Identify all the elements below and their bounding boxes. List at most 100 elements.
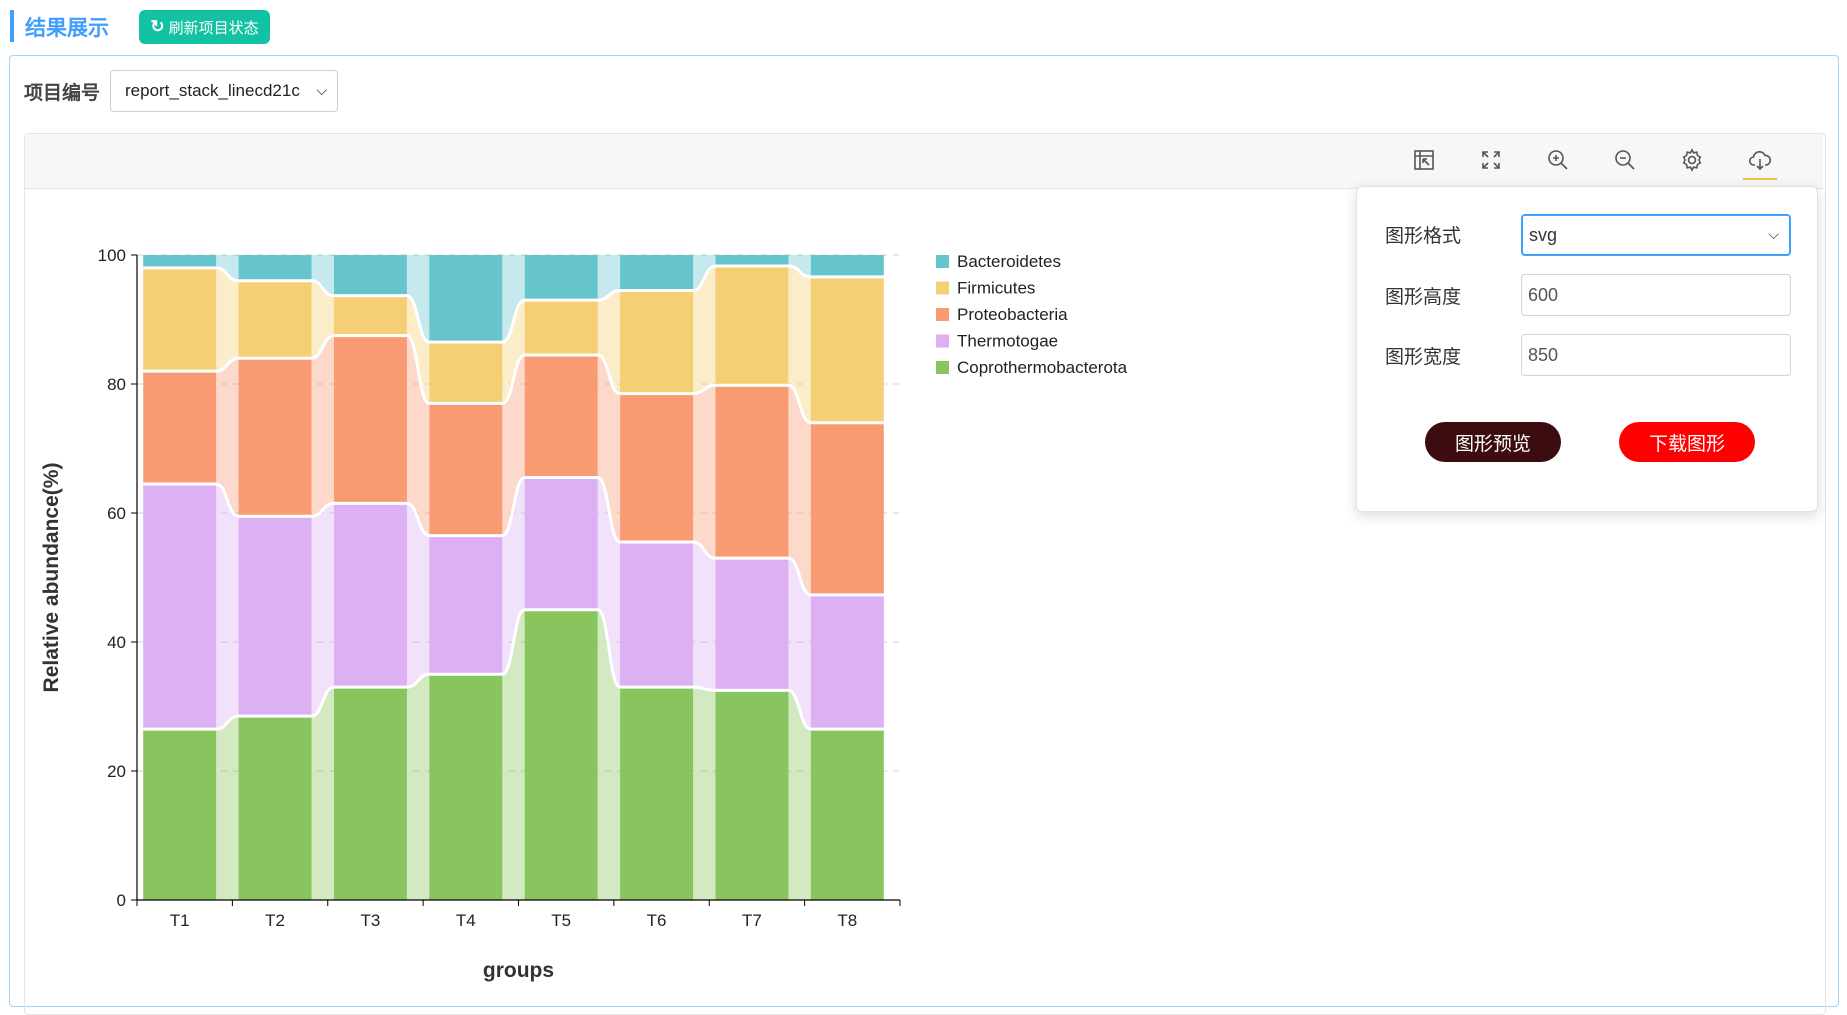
bar-segment bbox=[715, 690, 789, 900]
bar-segment bbox=[143, 267, 217, 372]
bar-segment bbox=[143, 371, 217, 484]
bar-segment bbox=[524, 300, 598, 355]
width-value: 850 bbox=[1528, 344, 1559, 365]
bar-segment bbox=[620, 290, 694, 394]
preview-button[interactable]: 图形预览 bbox=[1425, 422, 1561, 462]
bar-segment bbox=[620, 255, 694, 291]
bar-segment bbox=[810, 255, 884, 277]
x-tick-label: T6 bbox=[647, 911, 667, 930]
chevron-down-icon: ⌵ bbox=[1768, 226, 1779, 242]
cloud-download-icon[interactable] bbox=[1746, 146, 1774, 174]
export-popover: 图形格式 svg ⌵ 图形高度 600 图形宽度 850 图形预览 下载图形 bbox=[1356, 186, 1818, 512]
refresh-status-button[interactable]: ↻ 刷新项目状态 bbox=[139, 10, 270, 44]
bar-segment bbox=[333, 335, 407, 504]
zoom-out-icon[interactable] bbox=[1611, 146, 1639, 174]
fullscreen-icon[interactable] bbox=[1477, 146, 1505, 174]
bar-segment bbox=[429, 535, 503, 675]
legend-swatch bbox=[936, 281, 949, 295]
series-boundary-line bbox=[143, 264, 884, 344]
download-button[interactable]: 下载图形 bbox=[1619, 422, 1755, 462]
connector-band bbox=[216, 358, 239, 517]
y-tick-label: 100 bbox=[98, 246, 126, 265]
series-boundary-line bbox=[143, 476, 884, 597]
x-tick-label: T4 bbox=[456, 911, 476, 930]
refresh-icon: ↻ bbox=[150, 17, 165, 36]
bar-segment bbox=[620, 687, 694, 900]
format-label: 图形格式 bbox=[1385, 226, 1462, 247]
bar-segment bbox=[333, 295, 407, 336]
connector-band bbox=[693, 687, 716, 900]
legend-label: Coprothermobacterota bbox=[957, 358, 1128, 377]
chart-toolbar bbox=[25, 134, 1823, 189]
connector-band bbox=[311, 335, 334, 517]
y-tick-label: 40 bbox=[107, 633, 126, 652]
connector-band bbox=[788, 265, 811, 423]
result-panel bbox=[9, 55, 1839, 1007]
project-id-value: report_stack_linecd21c bbox=[125, 81, 300, 100]
format-select[interactable]: svg ⌵ bbox=[1521, 214, 1791, 256]
x-tick-label: T7 bbox=[742, 911, 762, 930]
connector-band bbox=[216, 267, 239, 372]
x-tick-label: T5 bbox=[551, 911, 571, 930]
bar-segment bbox=[715, 265, 789, 386]
refresh-status-label: 刷新项目状态 bbox=[168, 19, 259, 37]
legend-swatch bbox=[936, 334, 949, 348]
legend-label: Bacteroidetes bbox=[957, 252, 1061, 271]
bar-segment bbox=[238, 716, 312, 900]
width-input[interactable]: 850 bbox=[1521, 334, 1791, 376]
y-tick-label: 20 bbox=[107, 762, 126, 781]
connector-band bbox=[502, 255, 525, 343]
bar-segment bbox=[620, 542, 694, 688]
bar-segment bbox=[238, 280, 312, 359]
width-label: 图形宽度 bbox=[1385, 347, 1462, 368]
connector-band bbox=[406, 503, 430, 688]
x-tick-label: T3 bbox=[361, 911, 381, 930]
bar-segment bbox=[333, 687, 407, 900]
bar-segment bbox=[810, 594, 884, 730]
connector-band bbox=[311, 255, 334, 296]
connector-band bbox=[693, 255, 716, 291]
connector-band bbox=[788, 385, 811, 595]
format-value: svg bbox=[1529, 224, 1558, 245]
project-id-select[interactable]: report_stack_linecd21c ⌵ bbox=[110, 70, 338, 112]
bar-segment bbox=[143, 729, 217, 900]
page-title: 结果展示 bbox=[25, 17, 109, 40]
x-tick-label: T8 bbox=[837, 911, 857, 930]
bar-segment bbox=[524, 354, 598, 478]
bar-segment bbox=[524, 477, 598, 610]
connector-band bbox=[693, 265, 716, 394]
bar-segment bbox=[715, 558, 789, 691]
height-input[interactable]: 600 bbox=[1521, 274, 1791, 316]
bar-segment bbox=[810, 276, 884, 423]
bar-segment bbox=[524, 255, 598, 301]
series-boundary-line bbox=[143, 608, 884, 731]
legend-label: Proteobacteria bbox=[957, 305, 1068, 324]
bar-segment bbox=[429, 674, 503, 900]
bar-segment bbox=[238, 516, 312, 717]
connector-band bbox=[693, 385, 716, 559]
zoom-in-icon[interactable] bbox=[1544, 146, 1572, 174]
connector-band bbox=[311, 503, 334, 717]
active-tool-underline bbox=[1743, 178, 1777, 180]
legend-swatch bbox=[936, 361, 949, 374]
gear-icon[interactable] bbox=[1678, 146, 1706, 174]
bar-segment bbox=[620, 393, 694, 543]
bar-segment bbox=[429, 403, 503, 536]
connector-band bbox=[788, 558, 811, 730]
y-tick-label: 80 bbox=[107, 375, 126, 394]
bar-segment bbox=[143, 255, 217, 268]
restore-icon[interactable] bbox=[1410, 146, 1438, 174]
bar-segment bbox=[810, 422, 884, 595]
connector-band bbox=[502, 300, 525, 404]
connector-band bbox=[788, 255, 811, 277]
height-label: 图形高度 bbox=[1385, 287, 1462, 308]
bar-segment bbox=[715, 255, 789, 266]
x-axis-title: groups bbox=[483, 959, 554, 982]
connector-band bbox=[406, 674, 430, 900]
y-tick-label: 0 bbox=[117, 891, 126, 910]
connector-band bbox=[693, 542, 716, 691]
connector-band bbox=[597, 255, 621, 301]
connector-band bbox=[216, 483, 239, 730]
x-tick-label: T1 bbox=[170, 911, 190, 930]
title-accent-bar bbox=[10, 10, 14, 42]
